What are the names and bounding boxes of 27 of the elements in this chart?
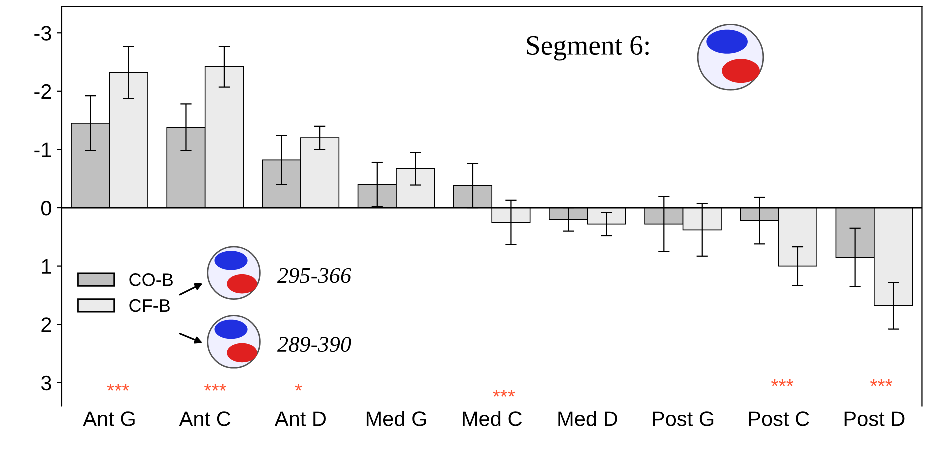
y-tick-label: 3: [41, 376, 52, 391]
y-tick-label: -1: [34, 142, 52, 158]
x-tick-label: Med D: [558, 411, 618, 426]
x-tick-label: Post G: [653, 412, 714, 426]
x-tick-label: Med G: [366, 411, 426, 426]
y-tick-label: 0: [41, 201, 52, 216]
annotation: ***: [107, 384, 130, 391]
x-tick-label: Post C: [749, 412, 810, 426]
legend-label: CO-B: [130, 274, 173, 286]
y-tick-label: -3: [34, 26, 52, 41]
x-tick-label: Post D: [844, 412, 905, 426]
annotation: ***: [493, 390, 516, 397]
x-tick-label: Ant D: [274, 412, 326, 426]
annotation: ***: [772, 380, 794, 386]
x-tick-label: Ant C: [179, 412, 231, 426]
legend-label: CF-B: [130, 299, 170, 312]
annotation: ***: [870, 380, 893, 386]
y-tick-label: 1: [42, 260, 52, 274]
y-tick-label: 2: [42, 318, 52, 332]
annotation: ***: [204, 384, 227, 391]
y-tick-label: -2: [34, 84, 52, 99]
annotation: 289-390: [278, 337, 352, 352]
x-tick-label: Ant G: [83, 412, 135, 426]
x-tick-label: Med C: [463, 411, 522, 426]
annotation: *: [295, 384, 302, 391]
annotation: 295-366: [278, 268, 352, 284]
annotation: Segment 6:: [527, 36, 649, 61]
